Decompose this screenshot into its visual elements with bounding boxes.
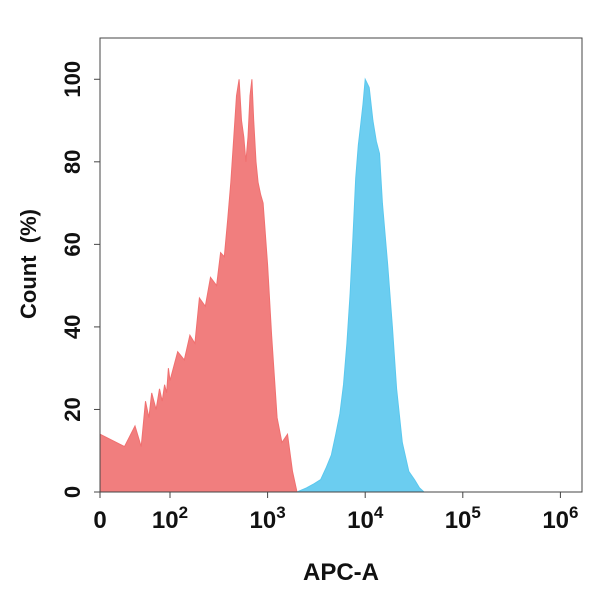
plot-frame xyxy=(99,37,583,493)
series-layer xyxy=(99,77,426,493)
y-tick-label: 0 xyxy=(60,486,85,498)
y-tick-label: 40 xyxy=(60,315,85,339)
x-tick-label: 102 xyxy=(152,503,188,534)
histogram-series-2 xyxy=(296,77,426,493)
x-tick-label: 105 xyxy=(445,503,481,534)
x-tick-label: 106 xyxy=(542,503,578,534)
x-axis-ticks: 0 102 103 104 105 106 xyxy=(93,492,578,534)
y-tick-label: 100 xyxy=(60,61,85,98)
y-axis-title: Count (%) xyxy=(16,209,41,319)
x-tick-label: 104 xyxy=(347,503,384,534)
x-axis-title: APC-A xyxy=(303,559,379,586)
x-tick-label: 0 xyxy=(93,507,106,534)
y-tick-label: 20 xyxy=(60,397,85,421)
y-tick-label: 60 xyxy=(60,232,85,256)
x-tick-label: 103 xyxy=(250,503,286,534)
histogram-series-1 xyxy=(99,79,298,493)
y-tick-label: 80 xyxy=(60,150,85,174)
y-axis-ticks: 0 20 40 60 80 100 xyxy=(60,61,100,498)
